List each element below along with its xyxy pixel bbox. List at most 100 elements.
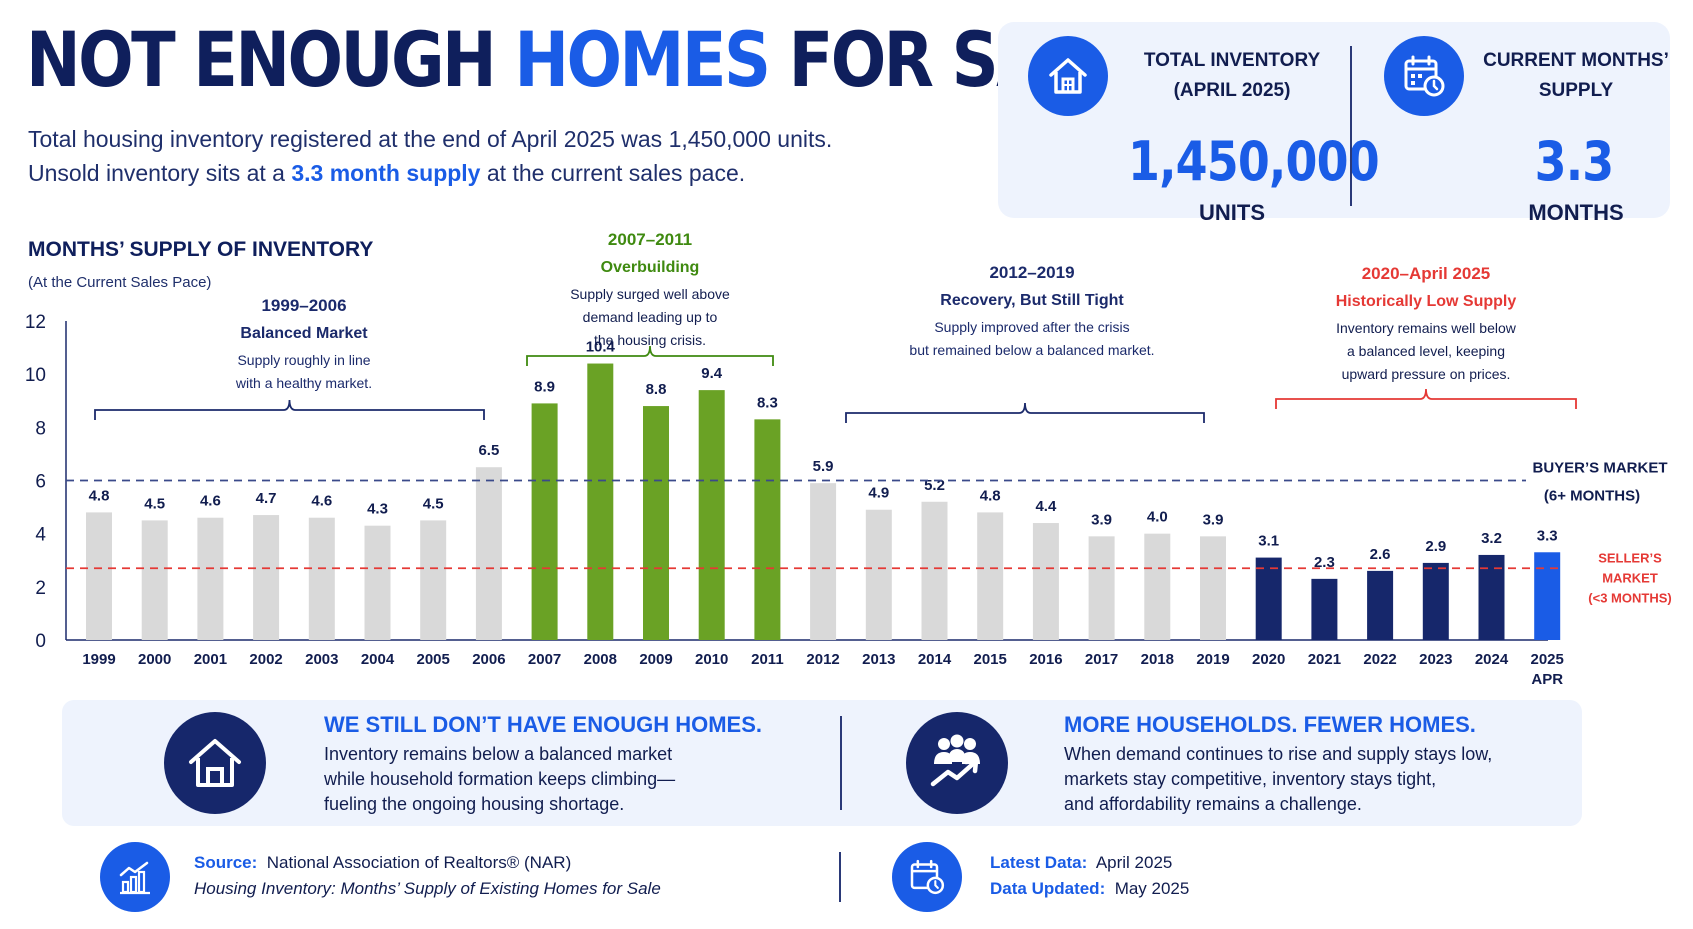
intro-line-2: Unsold inventory sits at a 3.3 month sup…: [28, 156, 832, 190]
bar: [141, 520, 168, 640]
y-tick-label: 4: [35, 525, 46, 546]
footer-updated-value: May 2025: [1114, 879, 1190, 898]
bar: [1367, 570, 1394, 640]
data-label: 4.6: [200, 493, 221, 510]
y-tick-label: 0: [35, 631, 46, 652]
data-label: 5.9: [813, 458, 834, 475]
period-heading: Balanced Market: [240, 325, 368, 342]
period-range: 1999–2006: [261, 296, 346, 315]
data-label: 4.0: [1147, 509, 1168, 526]
intro-line-2-pre: Unsold inventory sits at a: [28, 160, 292, 186]
intro-text: Total housing inventory registered at th…: [28, 122, 832, 190]
panel-left-line-3: fueling the ongoing housing shortage.: [324, 794, 625, 814]
stats-card: TOTAL INVENTORY (APRIL 2025) 1,450,000 UN…: [998, 22, 1670, 225]
x-tick-label: 2016: [1029, 651, 1062, 668]
stats-divider: [1350, 46, 1352, 206]
period-description: but remained below a balanced market.: [909, 342, 1154, 358]
stat-supply-label: CURRENT MONTHS’ SUPPLY: [1466, 46, 1686, 106]
panel-left-line-1: Inventory remains below a balanced marke…: [324, 744, 673, 764]
bar: [420, 520, 447, 640]
x-tick-label: 2010: [695, 651, 728, 668]
x-tick-label: 2008: [584, 651, 617, 668]
bar: [197, 517, 224, 640]
x-tick-label: 2007: [528, 651, 561, 668]
footer-dates: Latest Data: April 2025 Data Updated: Ma…: [990, 850, 1189, 902]
period-brace: [526, 345, 774, 366]
x-tick-label: 2011: [751, 651, 784, 668]
x-tick-label: 2001: [194, 651, 227, 668]
stat-inventory-label: TOTAL INVENTORY (APRIL 2025): [1122, 46, 1342, 106]
period-description: demand leading up to: [583, 309, 718, 325]
data-label: 4.4: [1035, 498, 1057, 515]
data-label: 9.4: [701, 365, 723, 382]
data-label: 3.9: [1091, 511, 1112, 528]
data-label: 4.8: [89, 487, 110, 504]
people-growth-icon: [906, 712, 1008, 814]
bar: [1144, 533, 1171, 640]
stat-supply-value: 3.3: [1534, 130, 1615, 193]
title-highlight: HOMES: [514, 15, 771, 104]
data-label: 8.9: [534, 378, 555, 395]
data-label: 4.5: [423, 495, 444, 512]
period-range: 2012–2019: [989, 263, 1074, 282]
stat-supply-unit: MONTHS: [1528, 200, 1624, 225]
bar-chart-icon: [100, 842, 170, 912]
panel-left-line-2: while household formation keeps climbing…: [324, 769, 676, 789]
data-label: 4.6: [311, 493, 332, 510]
y-tick-label: 6: [35, 472, 46, 493]
stat-months-supply: CURRENT MONTHS’ SUPPLY 3.3 MONTHS: [1354, 22, 1686, 225]
x-tick-label: 2009: [639, 651, 672, 668]
period-brace: [1275, 388, 1577, 409]
sellers-market-label-2: MARKET: [1602, 570, 1658, 585]
stat-supply-label-2: SUPPLY: [1538, 80, 1614, 101]
data-label: 2.9: [1425, 538, 1446, 555]
data-label: 4.9: [868, 485, 889, 502]
data-label: 3.1: [1258, 533, 1279, 550]
buyers-market-label: BUYER’S MARKET: [1532, 460, 1667, 477]
x-tick-label: 2023: [1419, 651, 1452, 668]
intro-line-1: Total housing inventory registered at th…: [28, 126, 833, 152]
footer-latest-label: Latest Data:: [990, 853, 1088, 872]
intro-highlight: 3.3 month supply: [291, 160, 481, 186]
period-heading: Overbuilding: [601, 259, 700, 276]
data-label: 3.9: [1203, 511, 1224, 528]
data-label: 5.2: [924, 477, 945, 494]
y-tick-label: 8: [35, 418, 46, 439]
bar: [475, 467, 502, 640]
stat-total-inventory: TOTAL INVENTORY (APRIL 2025) 1,450,000 UN…: [998, 22, 1380, 225]
period-brace: [94, 399, 485, 420]
footer-divider: [839, 852, 841, 902]
panel-right-line-3: and affordability remains a challenge.: [1064, 794, 1362, 814]
footer-source: Source: National Association of Realtors…: [194, 850, 661, 902]
data-label: 4.7: [256, 490, 277, 507]
period-description: Inventory remains well below: [1336, 320, 1517, 336]
footer-source-label: Source:: [194, 853, 258, 872]
chart-subtitle: (At the Current Sales Pace): [28, 274, 212, 291]
y-tick-label: 10: [25, 365, 46, 386]
footer-source-line: Source: National Association of Realtors…: [194, 850, 661, 876]
x-tick-label: 2012: [806, 651, 839, 668]
x-tick-label: 2020: [1252, 651, 1285, 668]
bar: [308, 517, 335, 640]
supply-bar-chart: 0 2 4 6 8 10 12 4.8 1999 4.5 2000 4.6 2001 4.7 2002 4.6…: [25, 230, 1672, 688]
bar: [977, 512, 1004, 640]
period-brace: [845, 402, 1205, 423]
bar: [865, 509, 892, 640]
bar: [698, 390, 725, 640]
x-tick-label: 2015: [974, 651, 1007, 668]
bar: [810, 483, 837, 640]
footer-updated-label: Data Updated:: [990, 879, 1106, 898]
data-label: 8.3: [757, 394, 778, 411]
bar: [1422, 562, 1449, 640]
stat-supply-label-1: CURRENT MONTHS’: [1483, 50, 1669, 71]
footer-updated-line: Data Updated: May 2025: [990, 876, 1189, 902]
chart-title: MONTHS’ SUPPLY OF INVENTORY: [28, 238, 374, 261]
stat-inventory-label-2: (APRIL 2025): [1173, 80, 1291, 101]
x-tick-label: 2017: [1085, 651, 1118, 668]
data-label: 10.4: [586, 339, 616, 356]
x-tick-label: 2014: [918, 651, 952, 668]
sellers-market-label: SELLER’S: [1598, 550, 1662, 565]
bar: [86, 512, 112, 640]
footer-source-value: National Association of Realtors® (NAR): [266, 853, 572, 872]
x-tick-label: 2003: [305, 651, 338, 668]
